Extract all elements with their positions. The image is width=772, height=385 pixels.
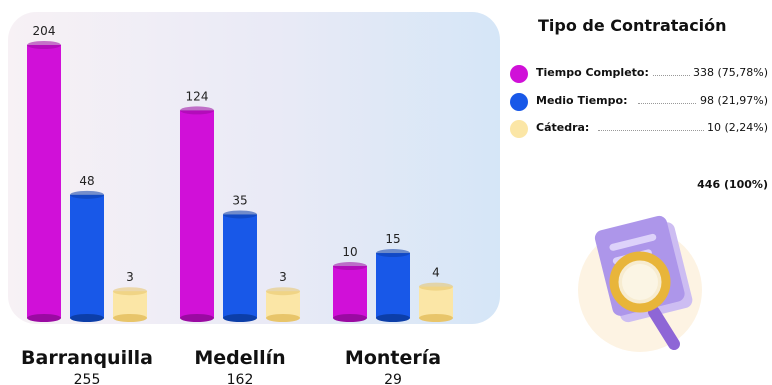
bar-value-label: 4 [432,266,440,280]
legend-label: Tiempo Completo: [536,66,652,79]
legend-title: Tipo de Contratación [538,16,727,35]
legend-swatch [510,93,528,111]
bar-medellin-medio-tiempo [223,210,257,322]
bar-value-label: 35 [232,193,247,207]
bar-value-label: 204 [33,24,56,38]
category-total: 255 [74,372,101,385]
legend-total: 446 (100%) [697,178,768,191]
legend-item-catedra: Cátedra: 10 (2,24%) [508,119,770,139]
chart-background [8,12,500,324]
bar-value-label: 48 [79,174,94,188]
bar-chart: 204 48 3 Barranquilla 255 124 35 3 Medellín 162 10… [8,12,500,385]
bar-monteria-catedra [419,282,453,322]
bar-barranquilla-tiempo-completo [27,41,61,322]
category-label: Barranquilla [21,347,153,369]
bar-value-label: 10 [342,245,357,259]
category-label: Montería [345,347,441,369]
bar-medellin-tiempo-completo [180,106,214,322]
legend-leader [648,75,690,76]
document-magnifier-icon [578,215,702,352]
legend-value: 10 (2,24%) [703,121,768,134]
bar-value-label: 3 [279,270,287,284]
category-total: 29 [384,372,402,385]
legend-value: 98 (21,97%) [696,94,768,107]
bar-medellin-catedra [266,287,300,322]
category-label: Medellín [194,347,285,369]
legend-item-medio-tiempo: Medio Tiempo: 98 (21,97%) [508,92,770,112]
legend-item-tiempo-completo: Tiempo Completo: 338 (75,78%) [508,64,770,84]
legend-swatch [510,120,528,138]
bar-barranquilla-catedra [113,287,147,322]
legend-leader [638,103,698,104]
bar-value-label: 124 [186,89,209,103]
legend-label: Medio Tiempo: [536,94,631,107]
bar-barranquilla-medio-tiempo [70,190,104,322]
legend: Tipo de Contratación Tiempo Completo: 33… [508,0,770,200]
legend-value: 338 (75,78%) [689,66,768,79]
bar-value-label: 3 [126,270,134,284]
bar-value-label: 15 [385,232,400,246]
legend-leader [598,130,706,131]
bar-monteria-medio-tiempo [376,249,410,322]
legend-label: Cátedra: [536,121,593,134]
legend-swatch [510,65,528,83]
bar-monteria-tiempo-completo [333,262,367,322]
category-total: 162 [227,372,254,385]
